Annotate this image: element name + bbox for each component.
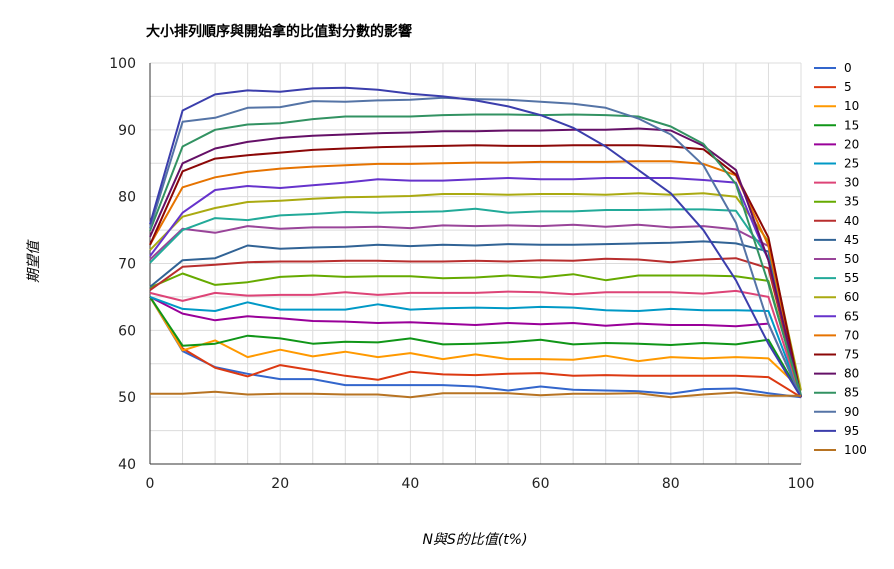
series-line-55 bbox=[149, 207, 802, 398]
series-line-75 bbox=[149, 144, 802, 398]
y-tick-label: 80 bbox=[118, 190, 136, 206]
legend-label-55: 55 bbox=[844, 271, 859, 285]
legend-label-100: 100 bbox=[844, 443, 867, 457]
legend-label-70: 70 bbox=[844, 328, 859, 342]
y-tick-label: 50 bbox=[118, 390, 136, 406]
legend-label-75: 75 bbox=[844, 348, 859, 362]
y-tick-label: 70 bbox=[118, 257, 136, 273]
legend-label-10: 10 bbox=[844, 99, 859, 113]
series-lines bbox=[149, 86, 802, 399]
legend-label-90: 90 bbox=[844, 405, 859, 419]
series-line-70 bbox=[149, 160, 802, 398]
chart-title: 大小排列順序與開始拿的比值對分數的影響 bbox=[146, 23, 412, 40]
legend-label-40: 40 bbox=[844, 214, 859, 228]
legend-label-80: 80 bbox=[844, 367, 859, 381]
legend-label-45: 45 bbox=[844, 233, 859, 247]
series-line-10 bbox=[149, 296, 802, 390]
legend-label-85: 85 bbox=[844, 386, 859, 400]
series-line-0 bbox=[149, 296, 802, 399]
legend-label-50: 50 bbox=[844, 252, 859, 266]
series-line-85 bbox=[149, 113, 802, 396]
series-line-40 bbox=[149, 257, 802, 398]
series-line-15 bbox=[149, 296, 802, 397]
series-line-35 bbox=[149, 272, 802, 398]
y-axis-label: 期望值 bbox=[26, 239, 42, 283]
x-tick-label: 20 bbox=[271, 476, 289, 492]
legend-label-95: 95 bbox=[844, 424, 859, 438]
series-line-95 bbox=[149, 86, 802, 398]
y-tick-label: 60 bbox=[118, 323, 136, 339]
legend-label-65: 65 bbox=[844, 309, 859, 323]
legend: 0 5 10 15 20 25 30 35 40 45 50 55 60 65 70 75 80 85 90 95 10… bbox=[814, 61, 867, 457]
series-line-20 bbox=[149, 296, 802, 398]
legend-label-30: 30 bbox=[844, 176, 859, 190]
legend-label-35: 35 bbox=[844, 195, 859, 209]
x-tick-label: 0 bbox=[146, 476, 155, 492]
series-line-30 bbox=[149, 289, 802, 398]
series-line-25 bbox=[149, 295, 802, 398]
legend-label-20: 20 bbox=[844, 137, 859, 151]
x-tick-label: 60 bbox=[532, 476, 550, 492]
series-line-80 bbox=[149, 127, 802, 398]
series-line-5 bbox=[149, 296, 802, 399]
legend-label-15: 15 bbox=[844, 118, 859, 132]
series-line-90 bbox=[149, 96, 802, 398]
series-line-50 bbox=[149, 223, 802, 398]
x-axis-ticks: 0 20 40 60 80 100 bbox=[146, 476, 815, 492]
y-tick-label: 100 bbox=[109, 56, 136, 72]
series-line-45 bbox=[149, 240, 802, 398]
x-axis-label: N與S的比值(t%) bbox=[422, 532, 527, 548]
x-tick-label: 100 bbox=[788, 476, 815, 492]
series-line-65 bbox=[149, 177, 802, 398]
x-tick-label: 40 bbox=[401, 476, 419, 492]
series-line-60 bbox=[149, 192, 802, 391]
y-tick-label: 90 bbox=[118, 123, 136, 139]
x-tick-label: 80 bbox=[662, 476, 680, 492]
plot-grid bbox=[149, 62, 802, 465]
legend-label-60: 60 bbox=[844, 290, 859, 304]
legend-label-5: 5 bbox=[844, 80, 852, 94]
legend-label-25: 25 bbox=[844, 157, 859, 171]
y-tick-label: 40 bbox=[118, 457, 136, 473]
y-axis-ticks: 40 50 60 70 80 90 100 bbox=[109, 56, 136, 473]
legend-label-0: 0 bbox=[844, 61, 852, 75]
series-line-100 bbox=[150, 390, 801, 399]
